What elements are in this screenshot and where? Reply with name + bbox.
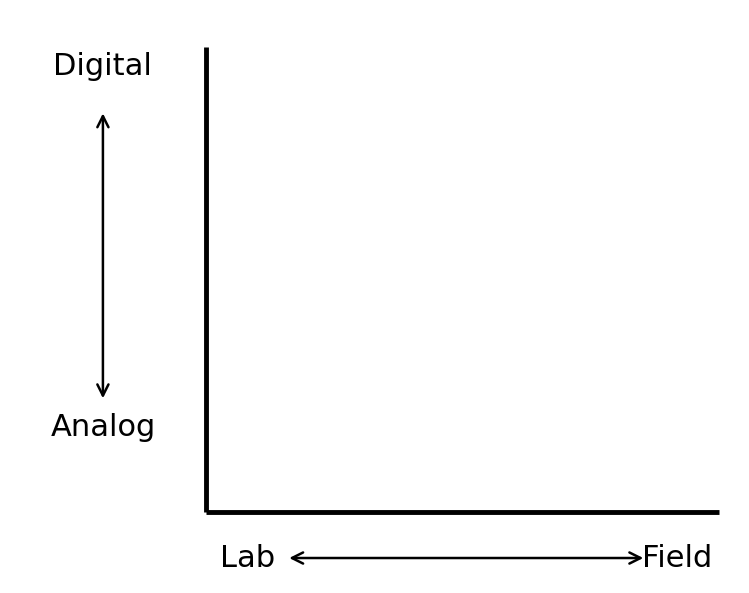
Text: Lab: Lab xyxy=(220,544,276,572)
Text: Analog: Analog xyxy=(50,413,156,442)
Text: Field: Field xyxy=(642,544,712,572)
Text: Digital: Digital xyxy=(53,52,152,81)
